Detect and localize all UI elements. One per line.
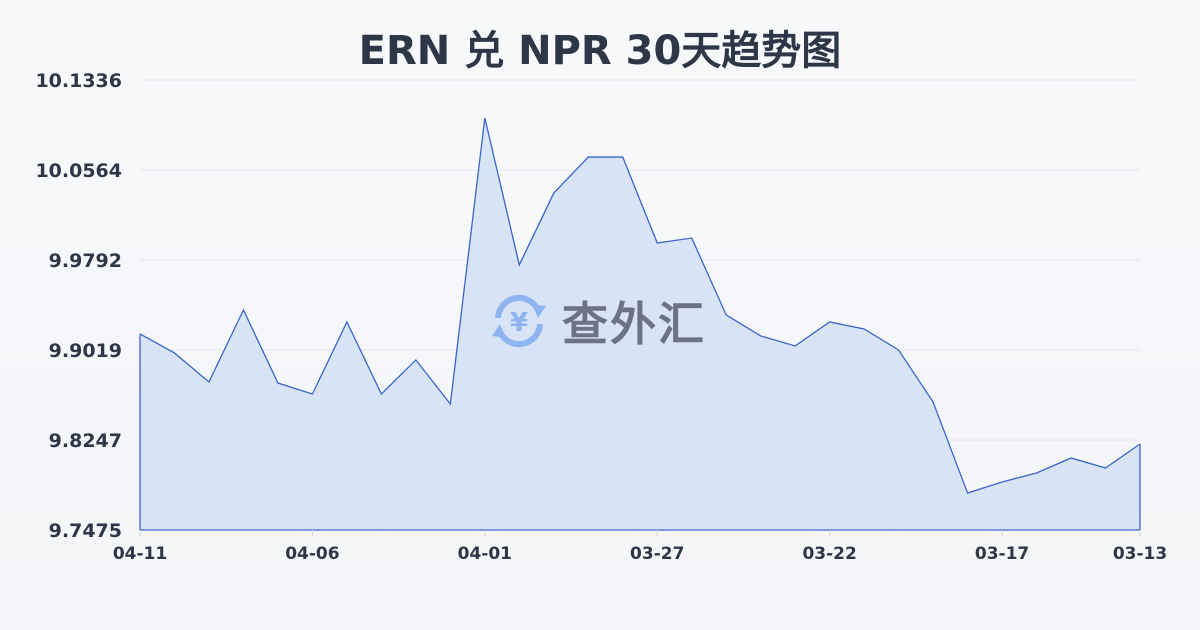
y-tick-label: 9.9792 <box>49 250 122 272</box>
y-tick-label: 9.7475 <box>49 520 122 542</box>
x-tick-label: 04-11 <box>113 544 167 564</box>
svg-text:¥: ¥ <box>510 308 528 338</box>
x-tick-label: 03-17 <box>975 544 1029 564</box>
y-tick-label: 9.8247 <box>49 430 122 452</box>
area-fill <box>140 117 1140 531</box>
yen-exchange-icon: ¥ <box>492 294 546 348</box>
x-tick-label: 04-01 <box>458 544 512 564</box>
x-tick-label: 03-13 <box>1113 544 1167 564</box>
watermark-text: 查外汇 <box>562 297 706 351</box>
x-tick-label: 04-06 <box>285 544 339 564</box>
y-tick-label: 9.9019 <box>49 340 122 362</box>
y-tick-label: 10.0564 <box>35 160 122 182</box>
chart-title: ERN 兑 NPR 30天趋势图 <box>358 28 842 74</box>
watermark: ¥ 查外汇 <box>488 288 706 354</box>
x-tick-label: 03-27 <box>630 544 684 564</box>
series-line <box>139 117 1141 494</box>
y-tick-label: 10.1336 <box>35 70 122 92</box>
x-tick-label: 03-22 <box>802 544 856 564</box>
